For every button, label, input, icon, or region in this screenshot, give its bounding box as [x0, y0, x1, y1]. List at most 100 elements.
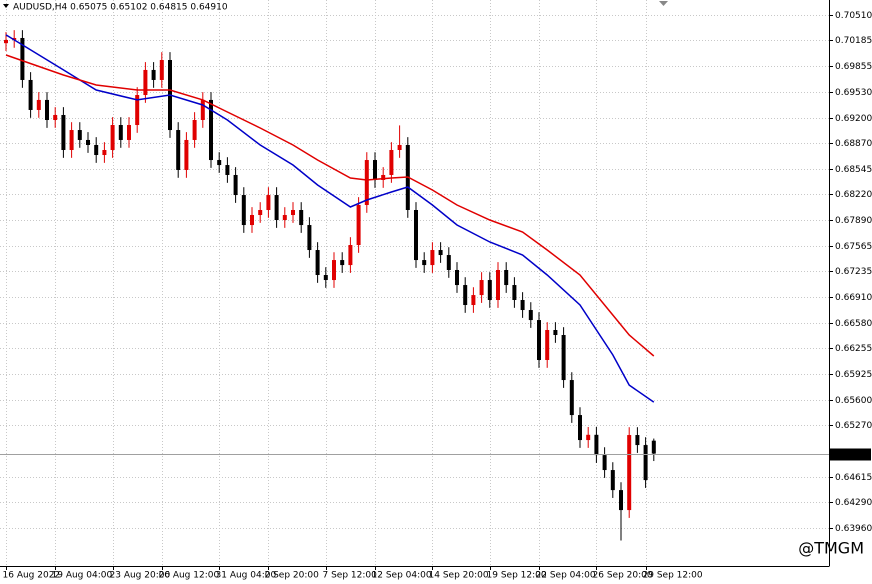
candle-body	[282, 215, 287, 221]
candle-body	[118, 125, 123, 140]
y-tick-label: 0.70185	[835, 36, 872, 46]
price-label-box	[830, 448, 871, 461]
candle-body	[389, 149, 394, 175]
x-tick-label: 26 Aug 12:00	[159, 571, 220, 581]
candle-body	[643, 445, 648, 481]
y-tick-label: 0.64615	[835, 473, 872, 483]
candle-body	[184, 139, 189, 170]
candle-body	[102, 149, 107, 156]
y-tick-label: 0.64290	[835, 498, 872, 508]
candle-body	[520, 299, 525, 311]
candle-body	[69, 130, 74, 150]
y-tick-label: 0.69855	[835, 62, 872, 72]
y-tick-label: 0.69530	[835, 88, 872, 98]
candle-body	[455, 269, 459, 286]
candle-body	[340, 260, 345, 266]
candle-body	[332, 260, 336, 281]
candle-body	[209, 99, 213, 161]
candle-body	[258, 209, 263, 216]
x-tick-label: 16 Aug 2022	[3, 571, 61, 581]
candle-body	[651, 440, 656, 454]
candle-body	[364, 160, 369, 205]
candle-body	[512, 285, 517, 300]
candle-body	[602, 455, 607, 471]
candle-body	[20, 37, 25, 80]
grid	[0, 0, 829, 566]
candle-body	[569, 380, 574, 416]
candle-body	[487, 280, 492, 300]
y-tick-label: 0.65600	[835, 396, 872, 406]
marks	[0, 30, 829, 541]
candle-body	[307, 225, 312, 251]
candle-body	[537, 320, 541, 360]
candle-body	[110, 125, 115, 150]
y-tick-label: 0.63960	[835, 524, 872, 534]
x-tick-label: 14 Sep 20:00	[429, 571, 489, 581]
candle-body	[627, 435, 632, 511]
x-tick-label: 7 Sep 12:00	[323, 571, 378, 581]
candle-body	[192, 119, 197, 140]
candle-body	[53, 114, 58, 120]
candle-body	[496, 269, 500, 300]
x-tick-label: 23 Aug 20:00	[110, 571, 171, 581]
candle-body	[438, 250, 443, 256]
candle-body	[28, 79, 33, 110]
y-tick-label: 0.69200	[835, 114, 872, 124]
candle-body	[586, 434, 591, 441]
candle-body	[61, 114, 66, 150]
candle-body	[77, 130, 82, 140]
candle-body	[143, 69, 148, 96]
candle-body	[274, 195, 279, 221]
candle-body	[610, 470, 615, 491]
candle-body	[635, 435, 640, 446]
x-tick-label: 29 Sep 12:00	[643, 571, 703, 581]
candle-body	[299, 209, 304, 226]
candle-body	[151, 69, 156, 80]
candle-body	[4, 39, 8, 44]
candle-body	[619, 490, 623, 511]
candle-body	[159, 59, 164, 80]
candle-body	[356, 204, 361, 246]
candle-body	[127, 125, 131, 140]
candle-body	[315, 250, 320, 276]
y-tick-label: 0.66580	[835, 319, 872, 329]
candle-body	[176, 130, 181, 170]
candle-body	[578, 415, 582, 441]
y-tick-label: 0.66910	[835, 293, 872, 303]
candle-body	[594, 434, 599, 456]
candle-body	[479, 280, 484, 296]
menu-arrow[interactable]	[3, 4, 9, 8]
candle-body	[471, 295, 476, 306]
candle-body	[233, 174, 238, 196]
candle-body	[36, 99, 41, 110]
candle-body	[348, 245, 353, 266]
shift-marker[interactable]	[659, 1, 668, 6]
y-tick-label: 0.70510	[835, 11, 872, 21]
candle-body	[241, 195, 246, 226]
x-tick-label: 19 Aug 04:00	[52, 571, 113, 581]
y-tick-label: 0.65925	[835, 370, 872, 380]
candle-body	[561, 335, 566, 381]
watermark: @TMGM	[798, 539, 864, 558]
candle-body	[217, 160, 222, 166]
candle-body	[504, 269, 509, 286]
candle-body	[528, 310, 533, 321]
y-tick-label: 0.67235	[835, 267, 872, 277]
candle-body	[381, 174, 386, 180]
candle-body	[430, 250, 435, 266]
candle-body	[135, 95, 140, 126]
candle-body	[323, 275, 328, 281]
x-tick-label: 26 Sep 20:00	[593, 571, 653, 581]
candle-body	[545, 329, 550, 360]
candle-body	[414, 209, 418, 261]
moving-average	[5, 54, 655, 357]
candle-body	[553, 329, 558, 336]
y-tick-label: 0.68870	[835, 139, 872, 149]
y-tick-label: 0.66255	[835, 344, 872, 354]
candle-body	[463, 285, 468, 306]
candle-body	[397, 144, 402, 150]
chart-title: AUDUSD,H4 0.65075 0.65102 0.64815 0.6491…	[13, 3, 228, 13]
